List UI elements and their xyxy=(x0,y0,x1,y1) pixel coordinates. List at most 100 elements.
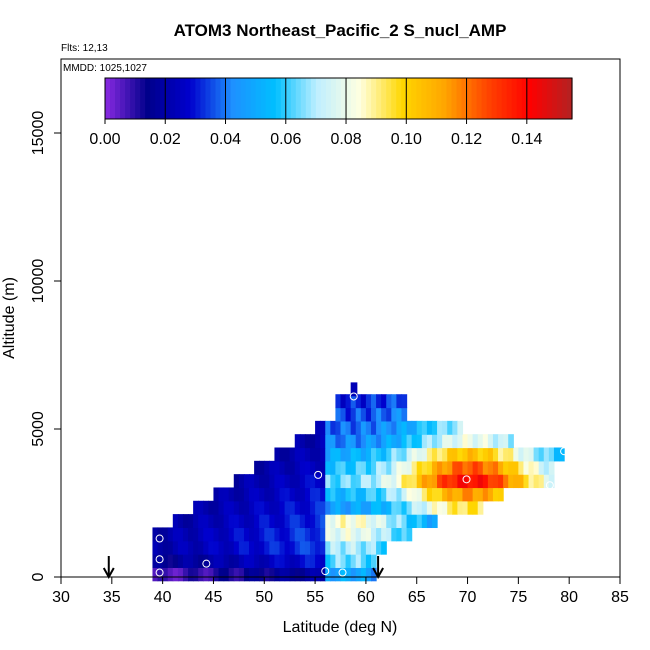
heatmap-cell xyxy=(477,474,484,489)
heatmap-cell xyxy=(350,514,357,529)
x-tick-label: 45 xyxy=(205,589,223,606)
heatmap-cell xyxy=(447,460,453,475)
heatmap-cell xyxy=(370,394,377,409)
colorbar-step xyxy=(225,78,232,119)
plot-frame xyxy=(60,58,621,578)
heatmap-cell xyxy=(289,460,296,475)
heatmap-cell xyxy=(238,567,245,582)
heatmap-cell xyxy=(279,540,286,555)
heatmap-cell xyxy=(538,460,545,475)
heatmap-cell xyxy=(269,527,276,542)
heatmap-cell xyxy=(228,514,235,529)
heatmap-cell xyxy=(198,554,204,568)
heatmap-cell xyxy=(355,420,362,435)
heatmap-cell xyxy=(269,567,276,582)
heatmap-cell xyxy=(462,487,469,502)
x-tick-label: 80 xyxy=(560,589,578,606)
heatmap-cell xyxy=(386,394,392,409)
heatmap-cell xyxy=(198,500,204,515)
heatmap-cell xyxy=(381,474,387,489)
heatmap-cell xyxy=(396,394,403,409)
heatmap-cell xyxy=(416,514,423,529)
colorbar-step xyxy=(391,78,397,119)
colorbar-step xyxy=(426,78,432,119)
colorbar-step xyxy=(250,78,257,119)
x-tick-label: 75 xyxy=(509,589,527,606)
heatmap-cell xyxy=(381,500,387,515)
heatmap-cell xyxy=(284,500,291,515)
colorbar-step xyxy=(130,78,136,119)
heatmap-cell xyxy=(254,487,260,502)
heatmap-cell xyxy=(325,514,331,529)
heatmap-cell xyxy=(345,500,352,515)
heatmap-cell xyxy=(223,554,230,568)
heatmap-cell xyxy=(320,420,326,435)
heatmap-cell xyxy=(487,474,494,489)
heatmap-cell xyxy=(203,554,209,568)
heatmap-cell xyxy=(391,500,397,515)
colorbar-step xyxy=(501,78,508,119)
heatmap-cell xyxy=(365,434,372,449)
heatmap-cell xyxy=(304,514,311,529)
heatmap-cell xyxy=(228,500,235,515)
heatmap-cell xyxy=(426,514,433,529)
heatmap-cell xyxy=(467,474,474,489)
heatmap-cell xyxy=(157,527,164,542)
heatmap-cell xyxy=(330,474,337,489)
heatmap-cell xyxy=(320,514,326,529)
profile-point xyxy=(202,559,211,568)
heatmap-cell xyxy=(360,474,367,489)
colorbar-step xyxy=(210,78,217,119)
heatmap-cell xyxy=(467,460,474,475)
heatmap-cell xyxy=(279,527,286,542)
colorbar-step xyxy=(160,78,166,119)
colorbar-step xyxy=(165,78,171,119)
heatmap-cell xyxy=(548,447,555,462)
colorbar-step xyxy=(466,78,473,119)
heatmap-cell xyxy=(467,447,474,462)
heatmap-cell xyxy=(365,514,372,529)
heatmap-cell xyxy=(416,460,423,475)
heatmap-cell xyxy=(426,434,433,449)
heatmap-cell xyxy=(320,487,326,502)
heatmap-cell xyxy=(426,474,433,489)
heatmap-cell xyxy=(406,434,413,449)
heatmap-cell xyxy=(330,500,337,515)
heatmap-cell xyxy=(538,447,545,462)
heatmap-cell xyxy=(208,514,215,529)
heatmap-cell xyxy=(452,447,458,462)
heatmap-cell xyxy=(437,487,443,502)
heatmap-cell xyxy=(376,474,382,489)
heatmap-cell xyxy=(370,500,377,515)
heatmap-cell xyxy=(447,447,453,462)
heatmap-cell xyxy=(264,514,270,529)
heatmap-cell xyxy=(416,487,423,502)
y-tick-label: 0 xyxy=(30,572,47,581)
heatmap-cell xyxy=(243,540,250,555)
heatmap-cell xyxy=(238,487,245,502)
heatmap-cell xyxy=(177,527,184,542)
heatmap-cell xyxy=(350,500,357,515)
heatmap-cell xyxy=(254,460,260,475)
colorbar-step xyxy=(421,78,427,119)
heatmap-cell xyxy=(381,540,387,555)
heatmap-cell xyxy=(188,554,194,568)
heatmap-cell xyxy=(330,434,337,449)
heatmap-cell xyxy=(457,500,464,515)
heatmap-cell xyxy=(198,540,204,555)
colorbar-step xyxy=(516,78,523,119)
heatmap-cell xyxy=(243,514,250,529)
colorbar-step xyxy=(255,78,262,119)
heatmap-cell xyxy=(376,394,382,409)
heatmap-cell xyxy=(213,514,220,529)
heatmap-cell xyxy=(528,474,535,489)
heatmap-cell xyxy=(370,474,377,489)
heatmap-cell xyxy=(289,554,296,568)
heatmap-cell xyxy=(193,514,199,529)
heatmap-cell xyxy=(401,500,408,515)
colorbar-step xyxy=(280,78,287,119)
heatmap-cell xyxy=(315,554,321,568)
x-tick-label: 85 xyxy=(611,589,629,606)
heatmap-cell xyxy=(259,460,265,475)
heatmap-cell xyxy=(188,540,194,555)
